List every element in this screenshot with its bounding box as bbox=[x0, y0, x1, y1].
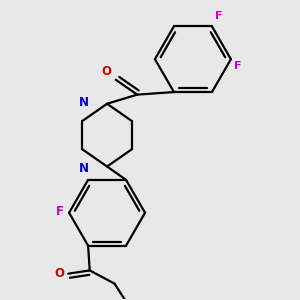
Text: F: F bbox=[215, 11, 223, 21]
Text: N: N bbox=[79, 96, 89, 109]
Text: F: F bbox=[56, 205, 64, 218]
Text: F: F bbox=[234, 61, 242, 71]
Text: O: O bbox=[102, 65, 112, 78]
Text: O: O bbox=[54, 267, 64, 280]
Text: N: N bbox=[79, 162, 89, 175]
